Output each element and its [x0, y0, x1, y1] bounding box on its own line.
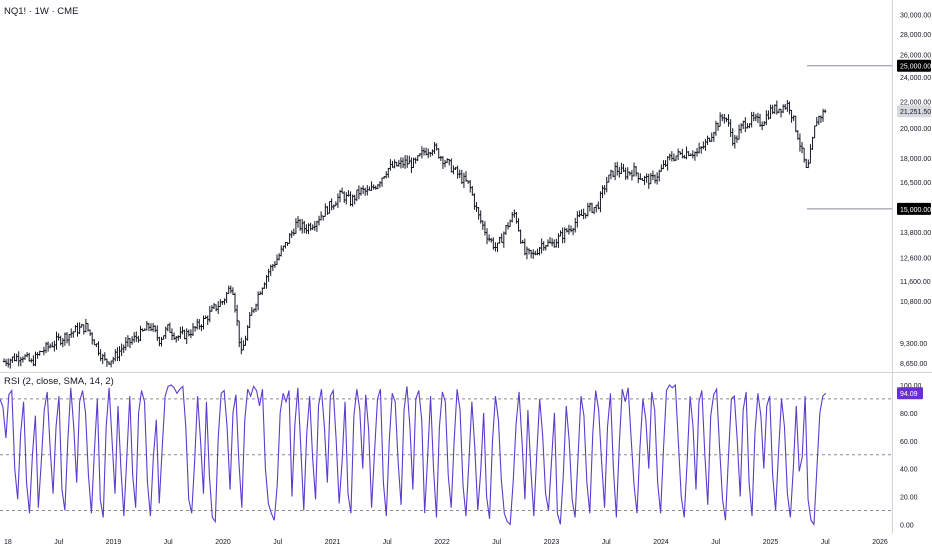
time-tick-label: Jul [821, 539, 830, 546]
rsi-tick-label: 0.00 [900, 522, 914, 529]
price-tick-label: 10,800.00 [900, 299, 931, 306]
time-tick-label: Jul [383, 539, 392, 546]
level-badge-bg [897, 59, 931, 72]
time-tick-label: Jul [54, 539, 63, 546]
time-tick-label: 2023 [544, 539, 560, 546]
price-tick-label: 22,000.00 [900, 100, 931, 107]
price-tick-label: 13,800.00 [900, 230, 931, 237]
price-axis[interactable]: 8,650.00 9,300.00 10,800.00 11,600.00 12,600… [900, 13, 931, 368]
time-tick-label: 2026 [872, 539, 888, 546]
rsi-line-group [0, 383, 827, 527]
rsi-tick-label: 20.00 [900, 495, 918, 502]
time-tick-label: Jul [164, 539, 173, 546]
time-tick-label: 18 [4, 539, 12, 546]
time-axis[interactable]: 18 Jul 2019 Jul 2020 Jul 2021 Jul 2022 Jul 2023 Jul… [4, 539, 888, 546]
symbol-legend[interactable]: NQ1! · 1W · CME [4, 6, 78, 17]
price-tick-label: 8,650.00 [900, 361, 927, 368]
rsi-axis[interactable]: 0.00 20.00 40.00 60.00 80.00 100.00 [900, 383, 922, 529]
price-tick-label: 12,600.00 [900, 256, 931, 263]
time-tick-label: 2019 [106, 539, 122, 546]
time-tick-label: Jul [602, 539, 611, 546]
price-tick-label: 28,000.00 [900, 32, 931, 39]
time-tick-label: Jul [711, 539, 720, 546]
level-badge: 25,000.00 [900, 64, 931, 71]
price-tick-label: 18,000.00 [900, 156, 931, 163]
price-badges: 25,000.00 15,000.00 21,251.50 [897, 59, 931, 215]
price-tick-label: 30,000.00 [900, 13, 931, 20]
time-tick-label: 2021 [325, 539, 341, 546]
price-tick-label: 24,000.00 [900, 75, 931, 82]
last-price-badge: 21,251.50 [900, 109, 931, 116]
rsi-line [0, 383, 827, 527]
rsi-tick-label: 60.00 [900, 439, 918, 446]
price-tick-label: 11,600.00 [900, 279, 931, 286]
time-tick-label: 2022 [434, 539, 450, 546]
price-tick-label: 16,500.00 [900, 180, 931, 187]
price-tick-label: 20,000.00 [900, 126, 931, 133]
price-bars [2, 99, 827, 369]
time-tick-label: Jul [492, 539, 501, 546]
time-tick-label: Jul [273, 539, 282, 546]
rsi-badge: 94.09 [897, 387, 923, 400]
time-tick-label: 2020 [215, 539, 231, 546]
rsi-bands [0, 398, 892, 511]
rsi-last-badge-bg [897, 387, 923, 400]
rsi-last-value: 94.09 [900, 391, 918, 398]
price-tick-label: 9,300.00 [900, 341, 927, 348]
level-lines [807, 65, 892, 210]
rsi-tick-label: 80.00 [900, 411, 918, 418]
rsi-tick-label: 40.00 [900, 467, 918, 474]
time-tick-label: 2025 [763, 539, 779, 546]
price-tick-label: 26,000.00 [900, 53, 931, 60]
rsi-tick-label: 100.00 [900, 383, 922, 390]
last-price-badge-bg [897, 105, 931, 118]
level-badge-bg [897, 202, 931, 215]
time-tick-label: 2024 [653, 539, 669, 546]
price-bar [823, 109, 827, 114]
rsi-legend[interactable]: RSI (2, close, SMA, 14, 2) [4, 376, 114, 387]
level-badge: 15,000.00 [900, 207, 931, 214]
